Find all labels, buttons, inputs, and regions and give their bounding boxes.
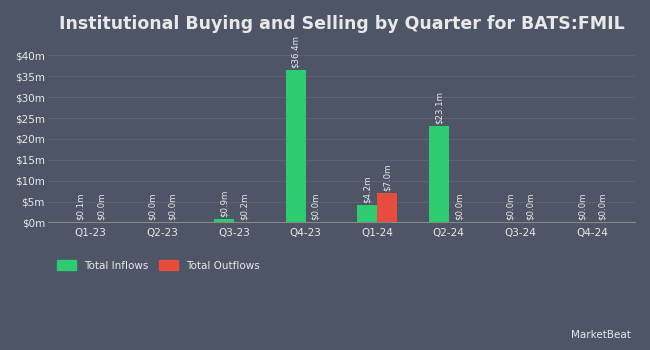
- Text: $7.0m: $7.0m: [383, 164, 392, 191]
- Text: $0.0m: $0.0m: [454, 193, 463, 220]
- Bar: [357, 205, 377, 223]
- Text: $23.1m: $23.1m: [434, 91, 443, 124]
- Text: $4.2m: $4.2m: [363, 175, 372, 203]
- Text: $0.0m: $0.0m: [597, 193, 606, 220]
- Text: $0.9m: $0.9m: [220, 189, 228, 217]
- Text: $0.0m: $0.0m: [96, 193, 105, 220]
- Text: $0.2m: $0.2m: [239, 193, 248, 220]
- Text: $0.0m: $0.0m: [506, 193, 515, 220]
- Bar: [429, 126, 448, 223]
- Bar: [234, 222, 254, 223]
- Text: $0.0m: $0.0m: [148, 193, 157, 220]
- Text: $0.0m: $0.0m: [526, 193, 535, 220]
- Bar: [214, 219, 234, 223]
- Text: $0.0m: $0.0m: [577, 193, 586, 220]
- Bar: [71, 222, 91, 223]
- Legend: Total Inflows, Total Outflows: Total Inflows, Total Outflows: [53, 256, 264, 275]
- Bar: [377, 193, 397, 223]
- Text: $0.0m: $0.0m: [168, 193, 177, 220]
- Bar: [285, 70, 306, 223]
- Text: $0.0m: $0.0m: [311, 193, 320, 220]
- Text: MarketBeat: MarketBeat: [571, 329, 630, 340]
- Text: $0.1m: $0.1m: [76, 193, 85, 220]
- Text: $36.4m: $36.4m: [291, 35, 300, 68]
- Title: Institutional Buying and Selling by Quarter for BATS:FMIL: Institutional Buying and Selling by Quar…: [58, 15, 624, 33]
